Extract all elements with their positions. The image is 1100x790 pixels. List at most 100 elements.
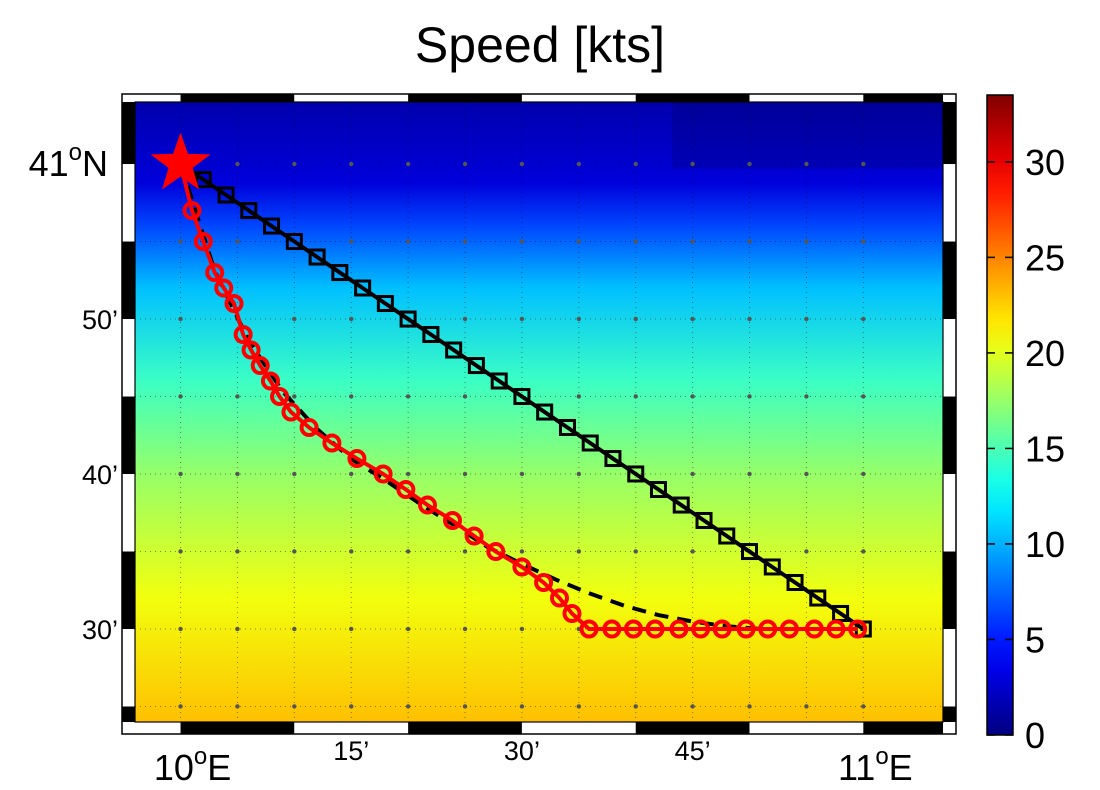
route-circle-marker [691, 619, 711, 639]
grid-node-dot [405, 394, 411, 399]
route-circle-marker [562, 603, 582, 623]
route-circle-marker [193, 231, 213, 251]
grid-node-dot [405, 704, 411, 709]
route-square-marker [376, 295, 394, 313]
grid-node-dot [405, 239, 411, 244]
grid-node-dot [349, 161, 354, 167]
grid-node-dot [861, 161, 866, 167]
grid-node-dot [519, 704, 525, 709]
grid-node-dot [405, 626, 411, 632]
grid-node-dot [405, 161, 411, 167]
grid-node-dot [292, 161, 297, 167]
grid-overlay [135, 102, 943, 722]
frame-segment [294, 722, 409, 734]
tick-label: 11oE [838, 743, 913, 788]
route-square-marker [467, 357, 485, 375]
colorbar-tick-label: 25 [1025, 237, 1065, 278]
grid-node-dot [690, 394, 695, 399]
grid-node-dot [861, 316, 866, 322]
grid-node-dot [633, 704, 638, 709]
route-square-marker [285, 232, 303, 250]
route-square-marker [809, 589, 827, 607]
grid-node-dot [235, 394, 240, 399]
frame-segment [294, 94, 409, 102]
route-circle-marker [418, 495, 438, 515]
route-circle-marker [182, 201, 202, 221]
frame-segment [122, 474, 135, 552]
grid-node-dot [349, 316, 354, 322]
colorbar: 0 5 10 15 20 25 30 [986, 94, 1065, 756]
grid-node-dot [519, 161, 525, 167]
grid-node-dot [462, 471, 468, 477]
tick-label: 30’ [504, 736, 540, 766]
chart-title: Speed [kts] [415, 17, 665, 73]
grid-node-dot [633, 161, 638, 167]
route-circle-marker [347, 449, 367, 469]
grid-node-dot [576, 316, 582, 322]
grid-node-dot [235, 549, 240, 554]
route-square-marker [581, 434, 599, 452]
grid-node-dot [861, 549, 866, 554]
grid-node-dot [747, 704, 752, 709]
frame-inner-border [134, 101, 944, 723]
route-square-marker [786, 574, 804, 592]
grid-node-dot [690, 161, 695, 167]
colorbar-tick-label: 30 [1025, 142, 1065, 183]
route-circle-marker [736, 619, 756, 639]
grid-node-dot [462, 704, 468, 709]
tick-label: 45’ [675, 736, 711, 766]
frame-segment [635, 94, 750, 102]
route-square-marker [718, 527, 736, 545]
grid-node-dot [519, 549, 525, 554]
grid-node-dot [804, 704, 809, 709]
frame-segment [122, 319, 135, 397]
route-circle-marker [250, 356, 270, 376]
frame-segment [135, 722, 181, 734]
frame-segment [122, 241, 135, 320]
frame-segment [943, 164, 956, 242]
frame-segment [863, 94, 943, 102]
route-circle-marker [373, 464, 393, 484]
grid-node-dot [462, 549, 468, 554]
route-circle-marker [270, 387, 290, 407]
route-square-marker [263, 217, 281, 235]
tick-label: 50’ [82, 305, 118, 335]
grid-node-dot [462, 239, 468, 244]
grid-node-dot [235, 239, 240, 244]
frame-segment [863, 722, 943, 734]
grid-node-dot [804, 471, 809, 477]
route-circle-marker [534, 573, 554, 593]
grid-node-dot [690, 239, 695, 244]
route-circle-marker [322, 433, 342, 453]
grid-node-dot [178, 704, 183, 709]
colorbar-tick-label: 20 [1025, 333, 1065, 374]
frame-segment [122, 551, 135, 630]
route-square-marker [672, 496, 690, 514]
route-square-marker [741, 543, 759, 561]
grid-node-dot [633, 549, 638, 554]
frame-segment [943, 102, 956, 165]
route-square-marker [308, 248, 326, 266]
route-square-marker [604, 450, 622, 468]
route-circle-marker [224, 294, 244, 314]
route-square-marker [354, 279, 372, 297]
grid-node-dot [576, 239, 582, 244]
grid-node-dot [861, 239, 866, 244]
grid-node-dot [462, 626, 468, 632]
frame-segment [122, 629, 135, 707]
route-square-marker [194, 171, 212, 189]
track-series [150, 132, 872, 639]
grid-node-dot [861, 394, 866, 399]
grid-node-dot [405, 549, 411, 554]
route-circle-marker [669, 619, 689, 639]
map-frame [121, 93, 957, 735]
grid-node-dot [747, 239, 752, 244]
route-square-marker [490, 372, 508, 390]
grid-node-dot [349, 394, 354, 399]
frame-segment [749, 722, 864, 734]
route-circle-marker [804, 619, 824, 639]
route-square-marker [217, 186, 235, 204]
route-circle-marker [486, 542, 506, 562]
colorbar-tick-label: 10 [1025, 524, 1065, 565]
route-circle-marker [712, 619, 732, 639]
